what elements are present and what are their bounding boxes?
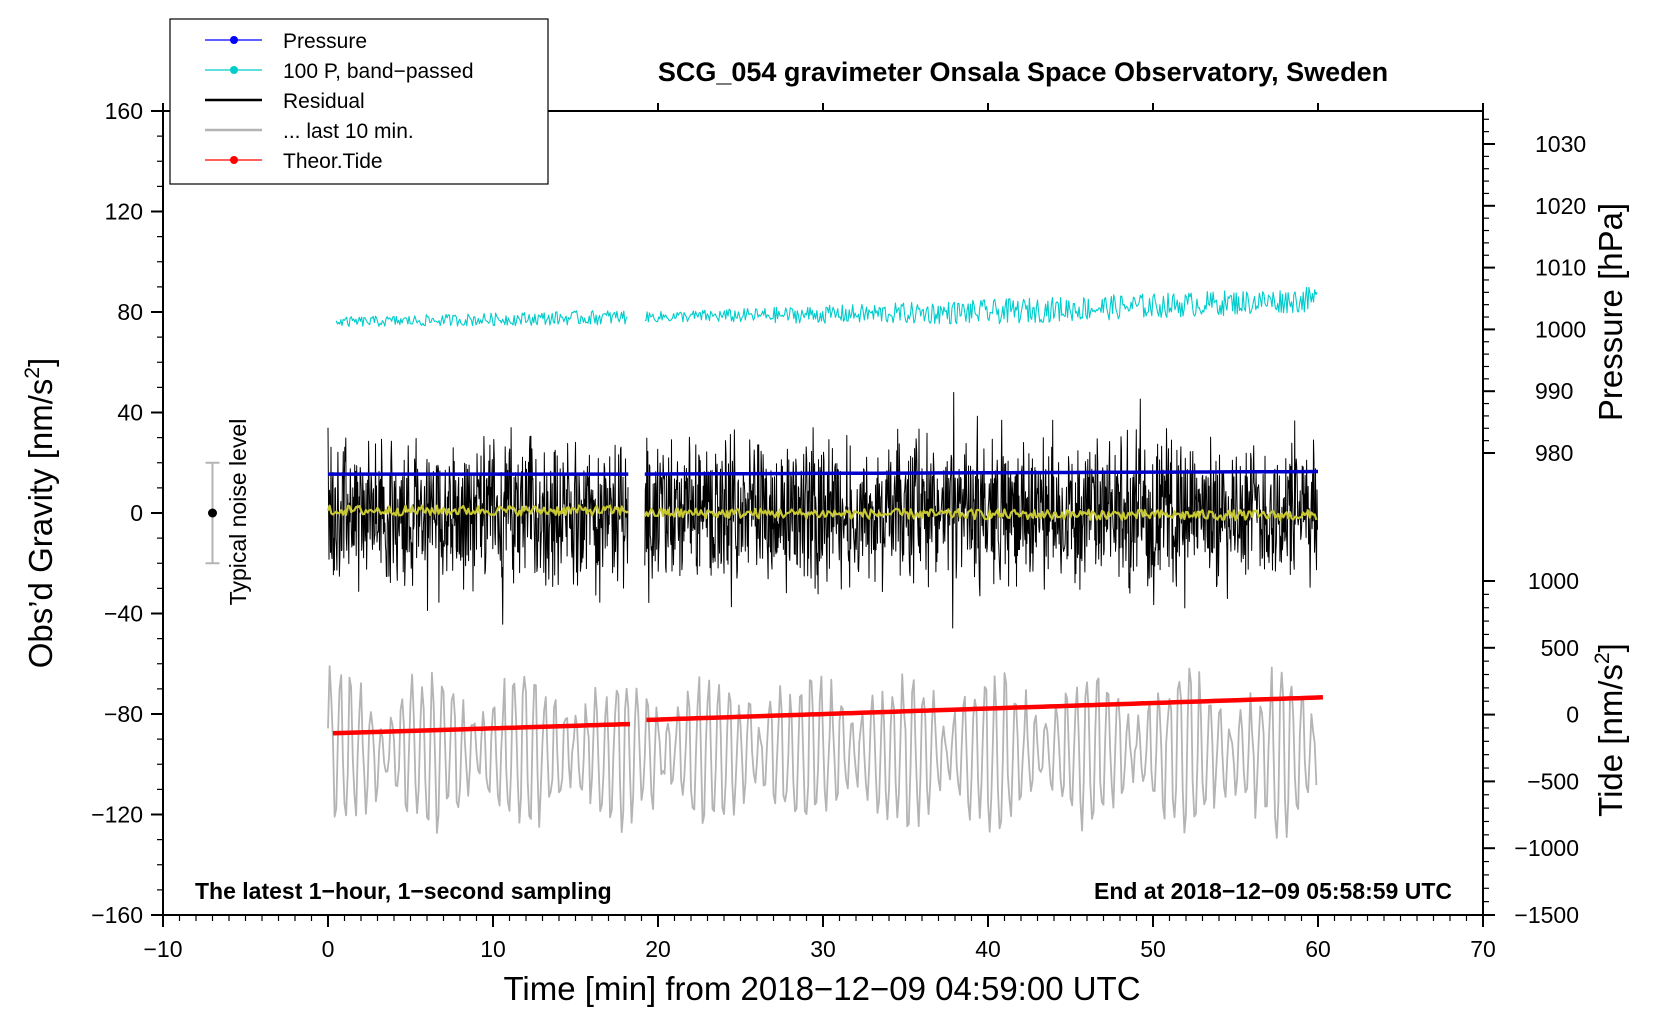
gravity-tick-label: −120 [91, 802, 143, 828]
gravity-tick-label: 40 [117, 400, 143, 426]
legend-swatch-marker-1 [230, 66, 238, 74]
gravity-tick-label: 160 [105, 98, 143, 124]
legend-label-theor-tide: Theor.Tide [283, 150, 383, 173]
series-tide-0 [332, 721, 631, 736]
pressure-tick-label: 1010 [1535, 255, 1586, 281]
gravity-tick-label: 0 [130, 500, 143, 526]
pressure-tick-label: 1020 [1535, 193, 1586, 219]
series-lowpass-1 [643, 507, 1318, 522]
legend-label-pressure: Pressure [283, 30, 367, 53]
legend-label-last-10-min: ... last 10 min. [283, 120, 414, 143]
x-axis-label: Time [min] from 2018−12−09 04:59:00 UTC [503, 970, 1140, 1007]
gravity-tick-label: 80 [117, 299, 143, 325]
y-axis-label-pressure: Pressure [hPa] [1592, 203, 1629, 421]
x-tick-label: 50 [1140, 936, 1166, 962]
x-tick-label: 70 [1470, 936, 1496, 962]
y-axis-label-left: Obs’d Gravity [nm/s2] [21, 358, 59, 669]
series-lowpass-0 [326, 504, 629, 517]
pressure-tick-label: 990 [1535, 378, 1573, 404]
gravity-tick-label: 120 [105, 199, 143, 225]
annotation-latest-hour: The latest 1−hour, 1−second sampling [195, 878, 612, 904]
series-residual-1 [644, 392, 1318, 629]
chart-title: SCG_054 gravimeter Onsala Space Observat… [658, 57, 1388, 87]
y-axis-label-tide-close: ] [1592, 643, 1629, 652]
series-last-10-min [327, 665, 1318, 839]
series-residual-0 [327, 427, 629, 625]
legend: Pressure 100 P, band−passed Residual ...… [169, 18, 549, 185]
noise-bar-label: Typical noise level [225, 419, 251, 606]
gravity-tick-label: −40 [104, 601, 143, 627]
x-tick-label: 0 [322, 936, 335, 962]
y-axis-label-left-main: Obs’d Gravity [nm/s [22, 379, 59, 669]
annotation-end-time: End at 2018−12−09 05:58:59 UTC [1094, 878, 1452, 904]
y-axis-label-left-close: ] [22, 358, 59, 367]
x-tick-label: 40 [975, 936, 1001, 962]
pressure-tick-label: 1000 [1535, 316, 1586, 342]
series-layer [326, 286, 1323, 839]
x-tick-label: 20 [645, 936, 671, 962]
pressure-tick-label: 980 [1535, 440, 1573, 466]
x-tick-label: −10 [143, 936, 182, 962]
series-pressure-1 [644, 469, 1319, 476]
legend-label-residual: Residual [283, 90, 365, 113]
tide-tick-label: 0 [1566, 702, 1579, 728]
series-tide-1 [646, 695, 1323, 723]
legend-swatch-marker-0 [230, 36, 238, 44]
series-band-passed-0 [335, 310, 628, 328]
legend-label-band-passed: 100 P, band−passed [283, 60, 474, 83]
y-axis-label-left-sup: 2 [21, 367, 44, 379]
noise-bar-center-dot [208, 508, 217, 518]
series-band-passed-1 [644, 286, 1318, 325]
ticks-layer: −10 0 10 20 30 40 50 60 70−160−120−80−4004080120… [91, 98, 1586, 962]
tide-tick-label: −1000 [1514, 835, 1579, 861]
noise-bar [205, 461, 220, 565]
legend-swatches [205, 36, 262, 164]
tide-tick-label: 1000 [1528, 568, 1579, 594]
y-axis-label-tide: Tide [nm/s2] [1591, 643, 1629, 817]
tide-tick-label: 500 [1541, 635, 1579, 661]
tide-tick-label: −500 [1527, 768, 1579, 794]
y-axis-label-tide-main: Tide [nm/s [1592, 664, 1629, 817]
legend-swatch-marker-4 [230, 156, 238, 164]
pressure-tick-label: 1030 [1535, 131, 1586, 157]
x-tick-label: 10 [480, 936, 506, 962]
tide-tick-label: −1500 [1514, 902, 1579, 928]
gravity-tick-label: −80 [104, 701, 143, 727]
gravity-tick-label: −160 [91, 902, 143, 928]
x-tick-label: 30 [810, 936, 836, 962]
y-axis-label-tide-sup: 2 [1591, 652, 1614, 664]
x-tick-label: 60 [1305, 936, 1331, 962]
